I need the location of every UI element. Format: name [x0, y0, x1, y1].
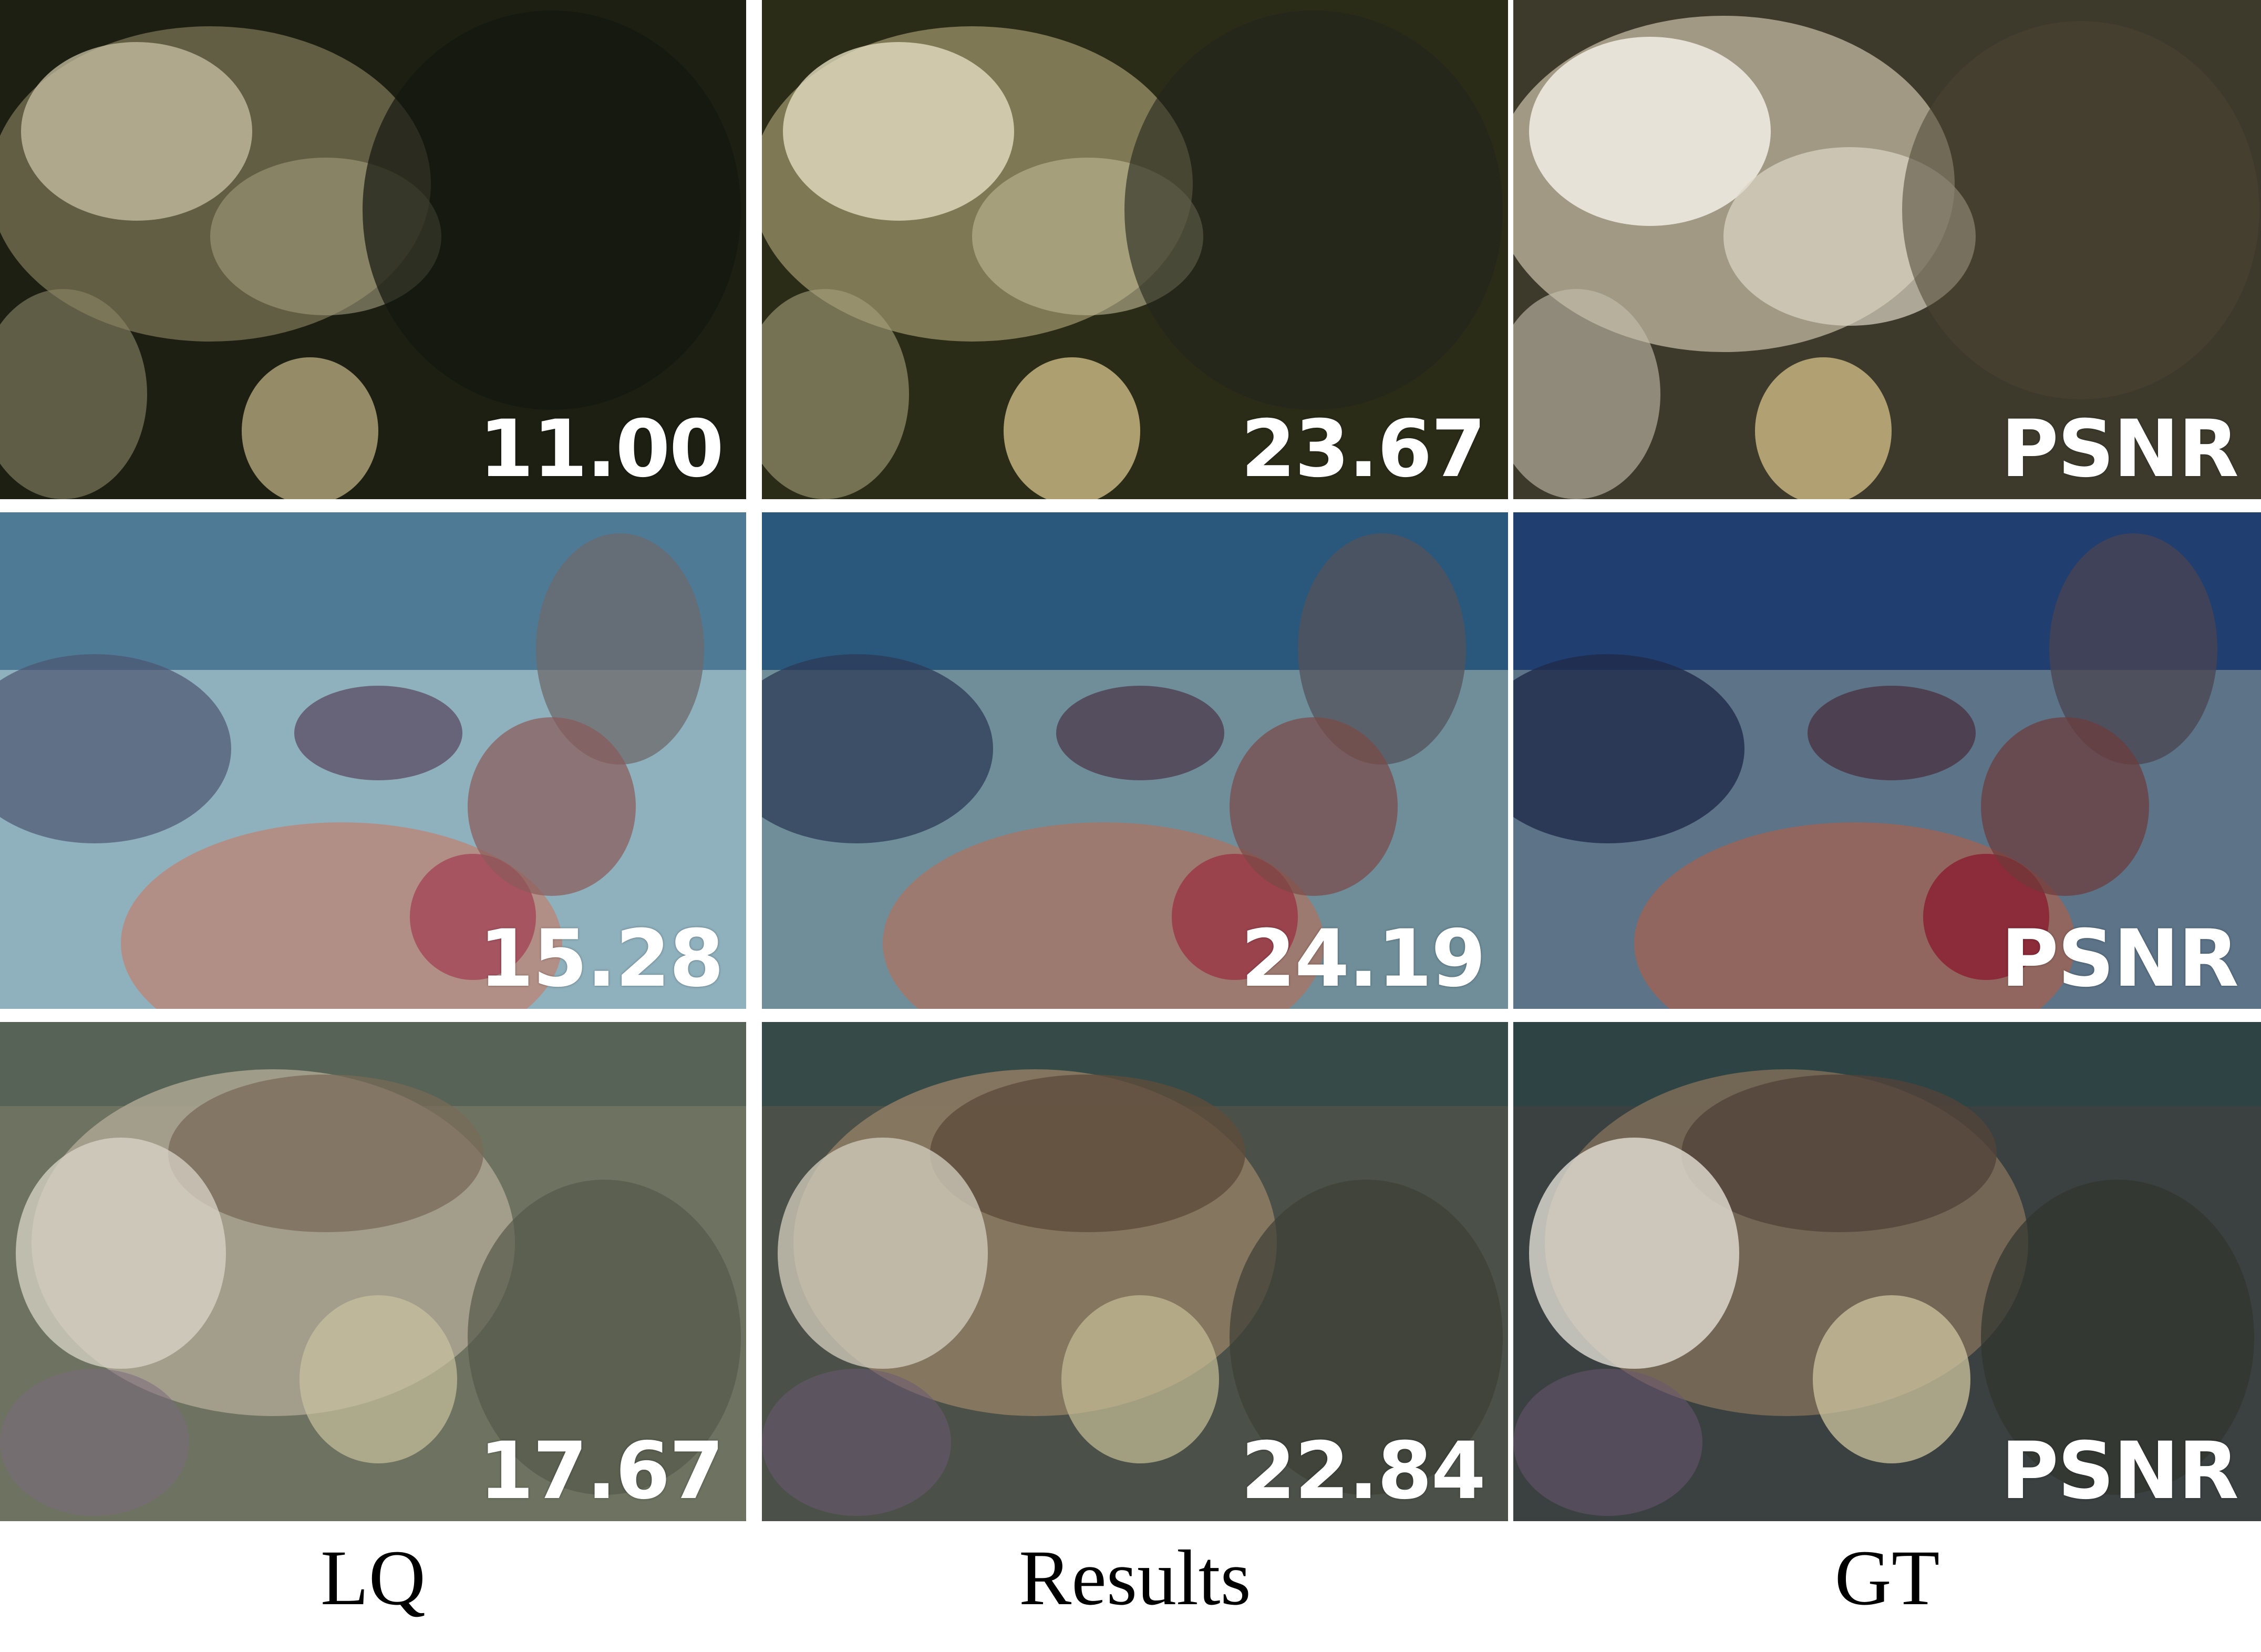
reef-photo [762, 512, 1508, 1009]
column-label-results: Results [1019, 1534, 1251, 1622]
row1-gt-image: PSNR [1513, 0, 2261, 499]
coral-photo [0, 0, 746, 499]
row2-gt-image: PSNR [1513, 512, 2261, 1009]
row2-lq-image: 15.28 [0, 512, 746, 1009]
column-label-gt: GT [1834, 1534, 1940, 1622]
row1-results-image: 23.67 [762, 0, 1508, 499]
psnr-score: 22.84 [1241, 1426, 1486, 1517]
boulder-photo [1513, 1022, 2261, 1521]
row3-gt-image: PSNR [1513, 1022, 2261, 1521]
psnr-label: PSNR [2000, 1426, 2239, 1517]
coral-photo [762, 0, 1508, 499]
reef-photo [1513, 512, 2261, 1009]
column-label-lq: LQ [321, 1534, 426, 1622]
psnr-score: 15.28 [479, 913, 724, 1005]
row1-lq-image: 11.00 [0, 0, 746, 499]
boulder-photo [762, 1022, 1508, 1521]
psnr-score: 11.00 [479, 404, 724, 495]
coral-photo [1513, 0, 2261, 499]
psnr-score: 24.19 [1241, 913, 1486, 1005]
boulder-photo [0, 1022, 746, 1521]
psnr-label: PSNR [2000, 404, 2239, 495]
psnr-label: PSNR [2000, 913, 2239, 1005]
row3-lq-image: 17.67 [0, 1022, 746, 1521]
row3-results-image: 22.84 [762, 1022, 1508, 1521]
row2-results-image: 24.19 [762, 512, 1508, 1009]
psnr-score: 17.67 [479, 1426, 724, 1517]
image-comparison-grid: 11.00 23.67 PSNR [0, 0, 2261, 1521]
reef-photo [0, 512, 746, 1009]
psnr-score: 23.67 [1241, 404, 1486, 495]
